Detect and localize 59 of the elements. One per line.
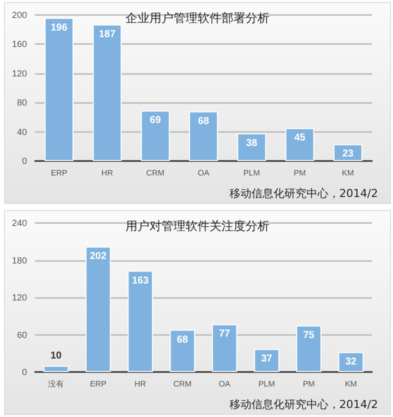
bar: [140, 110, 170, 161]
text: 移动信息化研究中心，2014/2: [229, 398, 378, 411]
data-label: 163: [132, 275, 150, 286]
y-tick-label: 0: [22, 156, 27, 166]
bar: [333, 144, 362, 161]
y-tick-label: 180: [12, 255, 27, 266]
data-label: 68: [176, 334, 188, 346]
x-tick-label: PM: [294, 168, 306, 178]
data-label: 68: [198, 116, 210, 127]
data-label: 37: [261, 354, 273, 365]
y-tick-label: 120: [12, 68, 27, 78]
bar: [170, 330, 196, 372]
bar: [254, 349, 280, 372]
x-tick-label: OA: [218, 380, 232, 388]
y-tick-label: 60: [16, 330, 27, 340]
bar: [44, 18, 74, 161]
data-label: 69: [150, 115, 162, 126]
chart-title: 用户对管理软件关注度分析: [126, 219, 270, 233]
text: 移动信息化研究中心，2014/2: [229, 187, 378, 200]
data-label: 202: [90, 251, 107, 262]
data-label: 45: [294, 132, 306, 144]
y-tick-label: 240: [12, 218, 27, 228]
bar: [86, 246, 111, 372]
x-tick-label: CRM: [146, 168, 165, 178]
x-tick-label: ERP: [50, 168, 68, 178]
bar: [189, 111, 218, 161]
bar: [237, 133, 266, 161]
x-tick-label: HR: [101, 168, 114, 178]
x-tick-label: PLM: [243, 168, 260, 178]
y-tick-label: 40: [16, 126, 27, 137]
data-label: 32: [345, 356, 357, 368]
y-tick-label: 80: [16, 98, 27, 108]
bar: [92, 24, 122, 161]
bar: [296, 325, 322, 372]
x-tick-label: CRM: [173, 380, 192, 388]
bar: [212, 324, 238, 372]
x-tick-label: HR: [134, 380, 146, 388]
x-tick-label: PLM: [258, 380, 276, 388]
data-label: 75: [303, 330, 315, 341]
x-tick-label: 没有: [48, 380, 64, 388]
data-label: 77: [219, 328, 231, 340]
data-label: 196: [50, 22, 68, 34]
x-tick-label: PM: [302, 380, 316, 388]
data-label: 23: [342, 148, 354, 160]
y-tick-label: 120: [12, 292, 27, 302]
data-label: 10: [50, 350, 62, 362]
y-tick-label: 0: [22, 367, 27, 377]
x-tick-label: ERP: [90, 380, 106, 388]
bar: [43, 366, 69, 372]
data-label: 38: [246, 138, 258, 149]
x-tick-label: OA: [198, 168, 210, 178]
x-tick-label: KM: [342, 168, 354, 178]
chart-title: 企业用户管理软件部署分析: [126, 11, 270, 25]
x-tick-label: KM: [344, 380, 358, 388]
y-tick-label: 200: [12, 10, 27, 20]
bar: [128, 270, 153, 372]
y-tick-label: 160: [12, 39, 27, 50]
bar: [285, 128, 314, 161]
data-label: 187: [98, 28, 116, 40]
